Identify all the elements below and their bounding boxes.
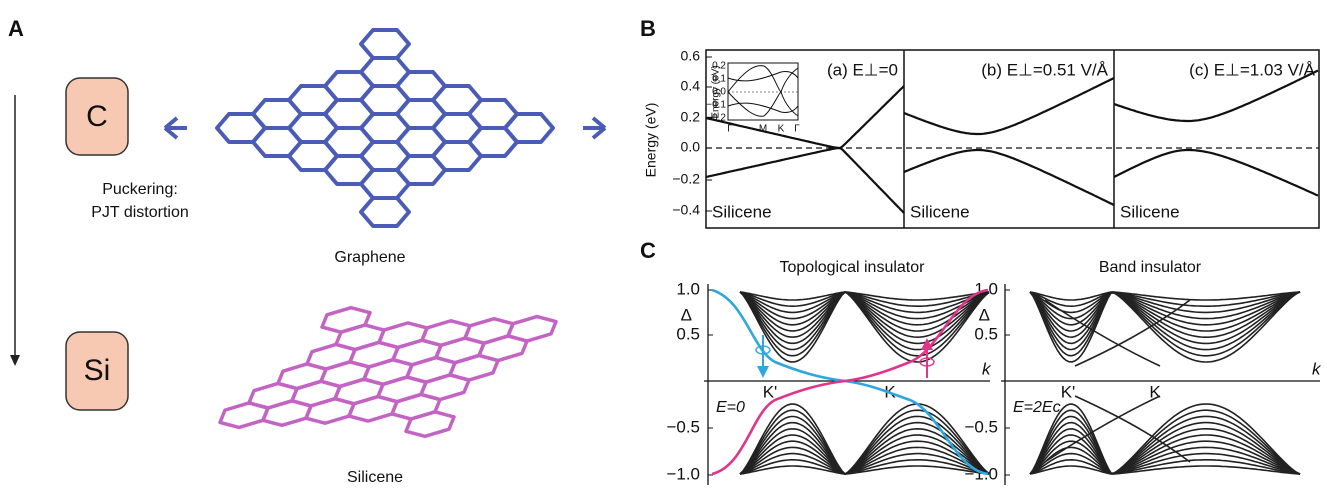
y-tick-label: 0.0 xyxy=(681,139,701,155)
inset-tick-label: 0.2 xyxy=(712,61,726,72)
bulk-band xyxy=(1030,292,1300,306)
transition-text: PJT distortion xyxy=(91,204,189,221)
axis-label: k xyxy=(1312,359,1322,378)
element: Si xyxy=(84,354,111,387)
material: Silicene xyxy=(910,202,970,221)
y-tick-label: −0.4 xyxy=(672,202,700,218)
structure-name: Silicene xyxy=(347,469,403,486)
figure: A C Si Puckering: PJT distortion Graphen… xyxy=(0,0,1327,492)
y-tick-label: −1.0 xyxy=(964,464,998,483)
inset-tick-label: 0.1 xyxy=(712,74,726,85)
y-tick-label: −0.5 xyxy=(964,417,998,436)
y-tick-label: 0.2 xyxy=(681,109,701,125)
y-tick-label: 0.5 xyxy=(676,324,700,343)
condition: E=0 xyxy=(716,399,745,416)
panel-label: B xyxy=(640,16,656,41)
inset-tick-label: K xyxy=(778,124,785,135)
bulk-band xyxy=(1030,292,1300,300)
band xyxy=(904,78,1114,134)
transition-text: Puckering: xyxy=(102,181,178,198)
bond xyxy=(165,118,187,138)
hexagon xyxy=(414,371,476,403)
bond xyxy=(583,118,605,138)
hexagon xyxy=(361,30,409,58)
axis-label: k xyxy=(982,359,992,378)
silicene-lattice xyxy=(171,261,605,483)
y-tick-label: 0.5 xyxy=(974,324,998,343)
y-tick-label: −0.5 xyxy=(666,417,700,436)
y-tick-label: 0.6 xyxy=(681,48,701,64)
material: Silicene xyxy=(1120,202,1180,221)
y-tick-label: −1.0 xyxy=(666,464,700,483)
band xyxy=(1114,150,1318,196)
y-tick-label: 0.4 xyxy=(681,78,701,94)
plot-title: Band insulator xyxy=(1099,259,1202,276)
structure-name: Graphene xyxy=(334,249,405,266)
bulk-band xyxy=(1030,466,1300,474)
spin-arrow-head xyxy=(757,366,769,378)
axis-label: Energy (eV) xyxy=(643,103,659,178)
material: Silicene xyxy=(712,202,772,221)
plot-title: (c) E⊥=1.03 V/Å xyxy=(1189,60,1315,79)
inset-tick-label: Γ xyxy=(794,124,800,135)
panel-label: C xyxy=(640,238,656,263)
hexagon xyxy=(443,352,505,384)
y-tick-label: −0.2 xyxy=(672,171,700,187)
inset-tick-label: Γ xyxy=(727,124,733,135)
arrow-head xyxy=(10,355,20,366)
hexagon xyxy=(361,198,409,226)
k-point: K' xyxy=(1061,382,1076,401)
panel-label: A xyxy=(8,16,24,41)
element: C xyxy=(86,100,108,133)
plot-title: (a) E⊥=0 xyxy=(827,60,898,79)
hexagon xyxy=(399,408,461,440)
axis-label: Δ xyxy=(979,305,990,324)
inset-tick-label: −0.1 xyxy=(706,100,726,111)
graphene-lattice xyxy=(165,30,605,226)
condition: E=2Ec xyxy=(1013,399,1061,416)
hexagon xyxy=(472,332,534,364)
inset-tick-label: 0.0 xyxy=(712,87,726,98)
y-tick-label: 1.0 xyxy=(676,279,700,298)
hexagon xyxy=(505,114,553,142)
band xyxy=(904,150,1114,205)
bulk-band xyxy=(1030,460,1300,474)
axis-label: Δ xyxy=(681,305,692,324)
hexagon xyxy=(501,313,563,345)
plot-title: Topological insulator xyxy=(780,259,926,276)
plot-title: (b) E⊥=0.51 V/Å xyxy=(981,60,1108,79)
